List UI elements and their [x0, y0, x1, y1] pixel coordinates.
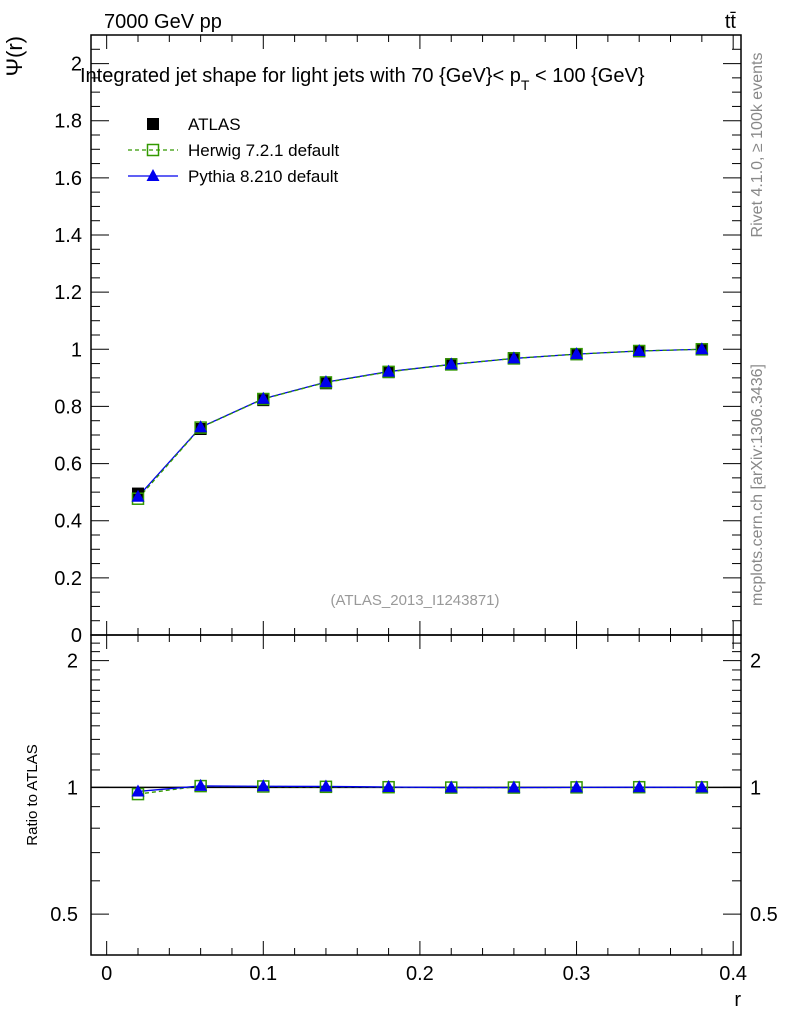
- ratio-y-axis-label: Ratio to ATLAS: [24, 744, 41, 845]
- legend-marker-atlas: [147, 118, 159, 130]
- series-line-pythia: [137, 348, 702, 498]
- x-tick-label: 0.4: [719, 963, 747, 985]
- y-tick-label: 1.6: [54, 168, 82, 190]
- legend-marker-pythia: [146, 169, 160, 181]
- ratio-point-pythia: [695, 780, 709, 793]
- ratio-y-tick-label: 1: [67, 777, 78, 799]
- legend-marker-herwig: [146, 143, 160, 157]
- legend-label-pythia: Pythia 8.210 default: [188, 167, 339, 186]
- y-tick-label: 1.4: [54, 225, 82, 247]
- data-point-pythia: [507, 351, 521, 364]
- y-tick-label: 0.4: [54, 511, 82, 533]
- ratio-y-tick-label-right: 2: [750, 651, 761, 673]
- header-process-label: tt̄: [725, 11, 737, 33]
- data-point-pythia: [256, 391, 270, 404]
- ratio-y-tick-label-right: 1: [750, 777, 761, 799]
- ratio-line-pythia: [137, 785, 702, 793]
- ratio-y-tick-label: 0.5: [50, 904, 78, 926]
- ratio-plot-frame: [90, 634, 742, 956]
- analysis-watermark: (ATLAS_2013_I1243871): [330, 592, 499, 609]
- y-tick-label: 0: [71, 625, 82, 647]
- data-point-pythia: [131, 489, 145, 502]
- data-point-pythia: [632, 344, 646, 356]
- ratio-point-pythia: [194, 778, 208, 791]
- x-axis-label: r: [734, 989, 741, 1011]
- ratio-point-pythia: [632, 780, 646, 793]
- y-tick-label: 1.2: [54, 282, 82, 304]
- ratio-point-pythia: [444, 780, 458, 793]
- y-axis-label: Ψ(r): [2, 36, 27, 76]
- x-tick-label: 0: [101, 963, 112, 985]
- title-subscript: T: [521, 77, 530, 93]
- y-tick-label: 0.8: [54, 396, 82, 418]
- ratio-point-pythia: [507, 780, 521, 793]
- ratio-point-pythia: [256, 779, 270, 792]
- title-tail: < 100 {GeV}: [529, 65, 644, 87]
- data-point-pythia: [444, 357, 458, 370]
- series-line-herwig: [137, 348, 702, 500]
- ratio-point-pythia: [131, 784, 145, 797]
- data-point-pythia: [194, 420, 208, 433]
- data-point-pythia: [695, 342, 709, 355]
- header-beam-label: 7000 GeV pp: [104, 11, 222, 33]
- y-tick-label: 0.6: [54, 454, 82, 476]
- legend-label-atlas: ATLAS: [188, 115, 241, 134]
- title-main: Integrated jet shape for light jets with…: [80, 65, 521, 87]
- data-point-pythia: [382, 364, 396, 377]
- legend-label-herwig: Herwig 7.2.1 default: [188, 141, 339, 160]
- ratio-y-tick-label: 2: [67, 651, 78, 673]
- data-point-pythia: [319, 375, 333, 388]
- rivet-label: Rivet 4.1.0, ≥ 100k events: [749, 53, 766, 238]
- y-tick-label: 1: [71, 339, 82, 361]
- x-tick-label: 0.2: [406, 963, 434, 985]
- y-tick-label: 0.2: [54, 568, 82, 590]
- y-tick-label: 1.8: [54, 111, 82, 133]
- ratio-point-pythia: [382, 780, 396, 793]
- chart-title: Integrated jet shape for light jets with…: [80, 65, 645, 93]
- y-tick-label: 2: [71, 54, 82, 76]
- ratio-point-pythia: [319, 779, 333, 792]
- data-point-pythia: [570, 347, 584, 360]
- ratio-y-tick-label-right: 0.5: [750, 904, 778, 926]
- mcplots-label: mcplots.cern.ch [arXiv:1306.3436]: [749, 364, 766, 606]
- ratio-point-pythia: [570, 780, 584, 793]
- x-tick-label: 0.3: [563, 963, 591, 985]
- x-tick-label: 0.1: [249, 963, 277, 985]
